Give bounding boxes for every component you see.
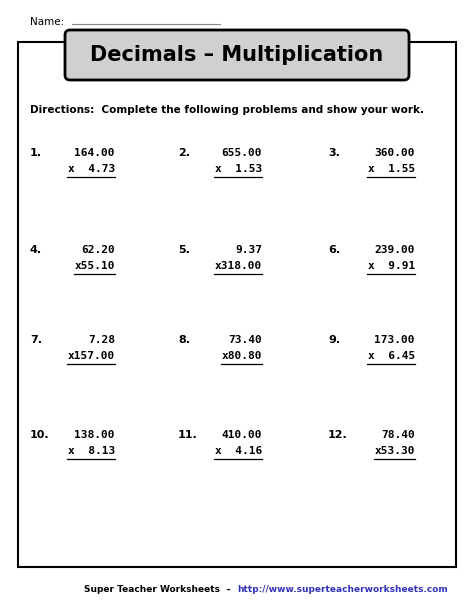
Text: x  1.55: x 1.55: [368, 164, 415, 174]
FancyBboxPatch shape: [65, 30, 409, 80]
Text: x53.30: x53.30: [374, 446, 415, 456]
Text: x  9.91: x 9.91: [368, 261, 415, 271]
Text: 410.00: 410.00: [221, 430, 262, 440]
Text: Decimals – Multiplication: Decimals – Multiplication: [91, 45, 383, 65]
Text: 9.: 9.: [328, 335, 340, 345]
Text: 62.20: 62.20: [81, 245, 115, 255]
Text: 360.00: 360.00: [374, 148, 415, 158]
Text: x55.10: x55.10: [74, 261, 115, 271]
Text: 173.00: 173.00: [374, 335, 415, 345]
Text: 9.37: 9.37: [235, 245, 262, 255]
Text: 6.: 6.: [328, 245, 340, 255]
Text: x  8.13: x 8.13: [68, 446, 115, 456]
Text: 4.: 4.: [30, 245, 42, 255]
Text: 655.00: 655.00: [221, 148, 262, 158]
Bar: [18, 42, 456, 567]
Text: 3.: 3.: [328, 148, 340, 158]
Text: 10.: 10.: [30, 430, 50, 440]
Text: x157.00: x157.00: [68, 351, 115, 361]
Text: x  4.73: x 4.73: [68, 164, 115, 174]
Text: 5.: 5.: [178, 245, 190, 255]
Text: 7.28: 7.28: [88, 335, 115, 345]
Text: x318.00: x318.00: [215, 261, 262, 271]
Text: 11.: 11.: [178, 430, 198, 440]
Text: Name:: Name:: [30, 17, 64, 27]
Text: http://www.superteacherworksheets.com: http://www.superteacherworksheets.com: [237, 585, 448, 595]
Text: 7.: 7.: [30, 335, 42, 345]
Text: 73.40: 73.40: [228, 335, 262, 345]
Text: 164.00: 164.00: [74, 148, 115, 158]
Text: x  1.53: x 1.53: [215, 164, 262, 174]
Text: Directions:  Complete the following problems and show your work.: Directions: Complete the following probl…: [30, 105, 424, 115]
Text: x80.80: x80.80: [221, 351, 262, 361]
Text: 239.00: 239.00: [374, 245, 415, 255]
Text: 78.40: 78.40: [381, 430, 415, 440]
Text: 12.: 12.: [328, 430, 348, 440]
Text: 2.: 2.: [178, 148, 190, 158]
Text: 138.00: 138.00: [74, 430, 115, 440]
Text: Super Teacher Worksheets  –: Super Teacher Worksheets –: [84, 585, 237, 595]
Text: 1.: 1.: [30, 148, 42, 158]
Text: x  4.16: x 4.16: [215, 446, 262, 456]
Text: x  6.45: x 6.45: [368, 351, 415, 361]
Text: 8.: 8.: [178, 335, 190, 345]
